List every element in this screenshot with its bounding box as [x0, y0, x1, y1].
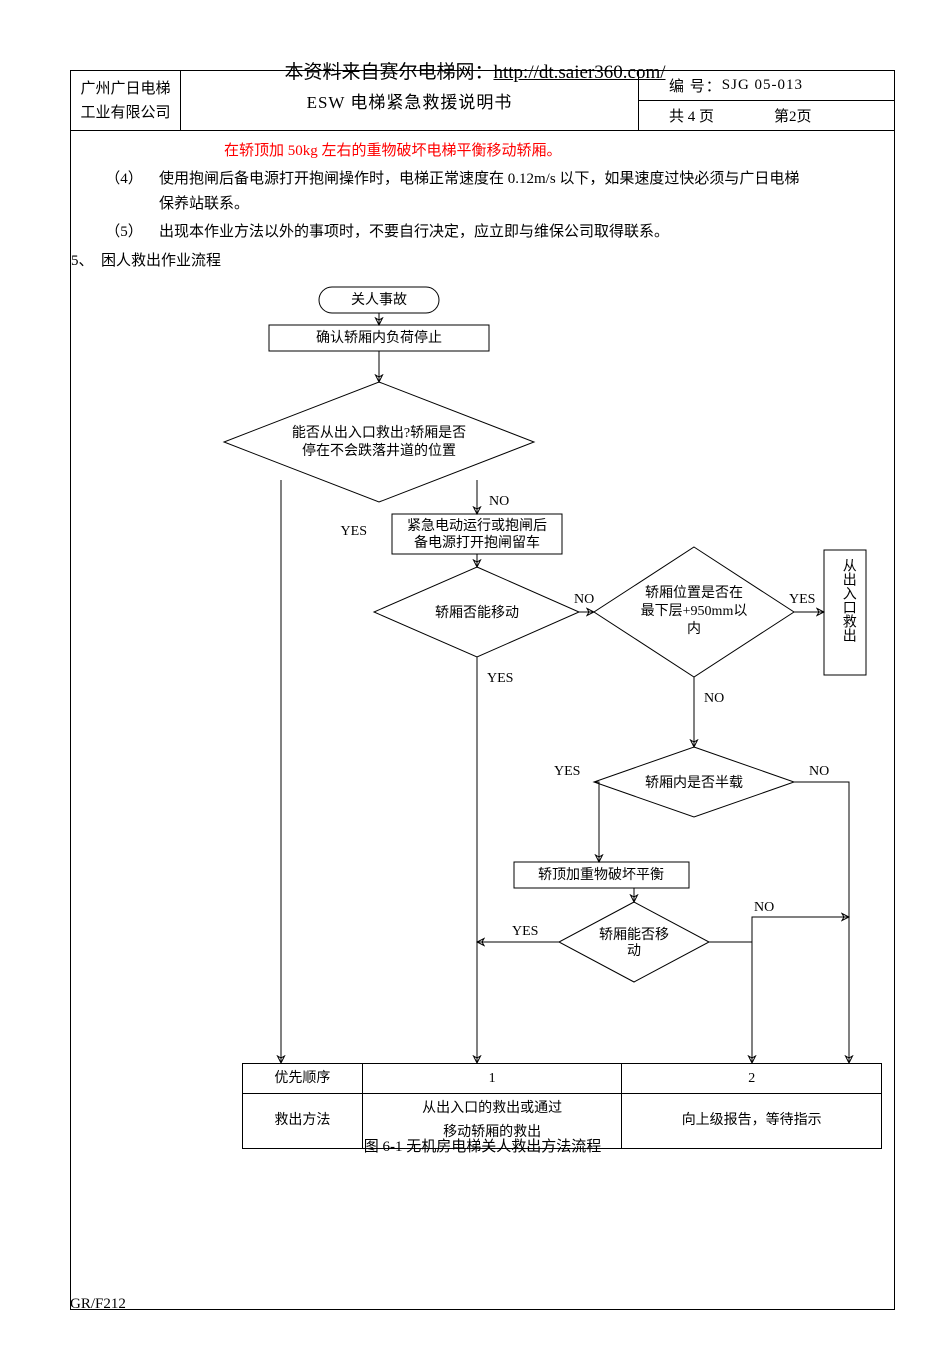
svg-text:YES: YES: [789, 592, 815, 607]
svg-text:轿厢否能移动: 轿厢否能移动: [435, 605, 519, 621]
flowchart-area: 关人事故 确认轿厢内负荷停止 能否从出入口救出?轿厢是否 停在不会跌落井道的位置…: [89, 277, 876, 1207]
svg-text:关人事故: 关人事故: [351, 292, 407, 308]
svg-text:最下层+950mm以: 最下层+950mm以: [641, 603, 748, 619]
page-number-row: 共 4 页 第2页: [639, 101, 894, 130]
company-line1: 广州广日电梯: [80, 77, 170, 101]
svg-text:内: 内: [687, 621, 701, 637]
page-frame: 广州广日电梯 工业有限公司 ESW 电梯紧急救援说明书 编 号：SJG 05-0…: [70, 70, 895, 1310]
flowchart-svg: 关人事故 确认轿厢内负荷停止 能否从出入口救出?轿厢是否 停在不会跌落井道的位置…: [89, 277, 889, 1147]
svg-text:停在不会跌落井道的位置: 停在不会跌落井道的位置: [302, 442, 456, 459]
svg-text:轿厢内是否半载: 轿厢内是否半载: [645, 775, 743, 791]
figure-caption: 图 6-1 无机房电梯关人救出方法流程: [89, 1135, 876, 1161]
svg-text:能否从出入口救出?轿厢是否: 能否从出入口救出?轿厢是否: [292, 425, 466, 441]
page-number: 第2页: [774, 105, 812, 126]
doc-number-row: 编 号：SJG 05-013: [639, 71, 894, 101]
section-5: 5、 困人救出作业流程: [71, 249, 876, 275]
item-5: （5） 出现本作业方法以外的事项时，不要自行决定，应立即与维保公司取得联系。: [89, 220, 876, 246]
svg-text:轿顶加重物破坏平衡: 轿顶加重物破坏平衡: [538, 867, 664, 883]
red-warning: 在轿顶加 50kg 左右的重物破坏电梯平衡移动轿厢。: [89, 139, 876, 165]
company-line2: 工业有限公司: [80, 101, 170, 125]
svg-text:NO: NO: [754, 900, 774, 915]
sideout-label: 从出入口救出: [836, 558, 860, 642]
svg-text:轿厢能否移: 轿厢能否移: [599, 927, 669, 943]
rt-r1c3: 2: [622, 1063, 882, 1094]
svg-text:确认轿厢内负荷停止: 确认轿厢内负荷停止: [316, 329, 442, 346]
svg-text:YES: YES: [554, 764, 580, 779]
svg-text:紧急电动运行或抱闸后: 紧急电动运行或抱闸后: [407, 518, 547, 534]
svg-text:备电源打开抱闸留车: 备电源打开抱闸留车: [414, 534, 540, 551]
rt-r1c2: 1: [362, 1063, 622, 1094]
body-content: 在轿顶加 50kg 左右的重物破坏电梯平衡移动轿厢。 （4） 使用抱闸后备电源打…: [71, 131, 894, 1215]
svg-text:NO: NO: [704, 691, 724, 706]
svg-text:动: 动: [627, 943, 641, 959]
item-4: （4） 使用抱闸后备电源打开抱闸操作时，电梯正常速度在 0.12m/s 以下，如…: [89, 167, 876, 193]
svg-text:YES: YES: [341, 524, 367, 539]
total-pages: 共 4 页: [669, 105, 714, 126]
svg-text:YES: YES: [487, 671, 513, 686]
svg-text:NO: NO: [574, 592, 594, 607]
header: 广州广日电梯 工业有限公司 ESW 电梯紧急救援说明书 编 号：SJG 05-0…: [71, 71, 894, 131]
footer-code: GR/F212: [70, 1296, 126, 1313]
doc-title: ESW 电梯紧急救援说明书: [181, 71, 639, 130]
svg-text:轿厢位置是否在: 轿厢位置是否在: [645, 585, 743, 601]
svg-text:NO: NO: [809, 764, 829, 779]
svg-text:NO: NO: [489, 494, 509, 509]
company-cell: 广州广日电梯 工业有限公司: [71, 71, 181, 130]
item-4-cont: 保养站联系。: [89, 192, 876, 218]
header-right: 编 号：SJG 05-013 共 4 页 第2页: [639, 71, 894, 130]
svg-text:YES: YES: [512, 924, 538, 939]
rt-h1: 优先顺序: [243, 1063, 363, 1094]
